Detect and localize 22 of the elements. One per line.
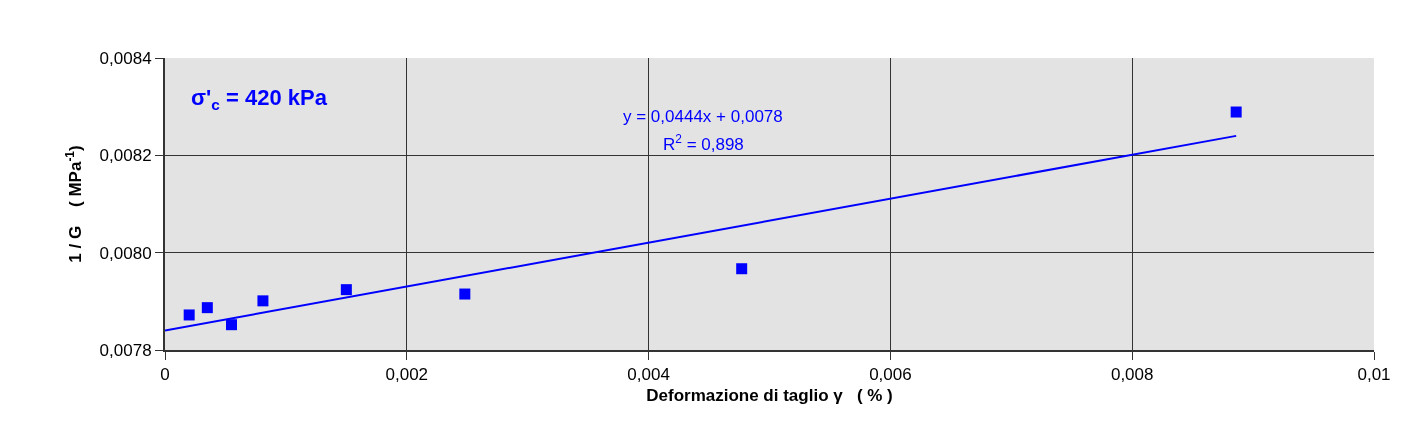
point xyxy=(736,263,748,275)
x-tick-label: 0,006 xyxy=(869,365,912,385)
x-tick-label: 0,004 xyxy=(627,365,670,385)
point xyxy=(340,284,352,296)
y-tick-label: 0,0080 xyxy=(99,243,152,263)
x-tick-label: 0,002 xyxy=(385,365,429,385)
point xyxy=(459,288,471,300)
point xyxy=(257,295,269,307)
annotation: σ'$_{c}$ = 420 kPa xyxy=(191,85,328,113)
annotation: y = 0,0444x + 0,0078 xyxy=(623,107,783,126)
x-tick-label: 0,01 xyxy=(1357,365,1391,385)
y-tick-label: 0,0084 xyxy=(99,48,152,68)
annotation: R$^{2}$ = 0,898 xyxy=(663,132,744,155)
y-tick-label: 0,0078 xyxy=(99,340,152,360)
point xyxy=(183,309,195,321)
x-axis-title: Deformazione di taglio γ ( % ) xyxy=(646,386,893,406)
x-tick-label: 0 xyxy=(160,365,170,385)
point xyxy=(1230,106,1242,118)
point xyxy=(226,319,237,331)
y-tick-label: 0,0082 xyxy=(99,146,152,166)
x-tick-label: 0,008 xyxy=(1110,365,1154,385)
point xyxy=(201,302,213,314)
